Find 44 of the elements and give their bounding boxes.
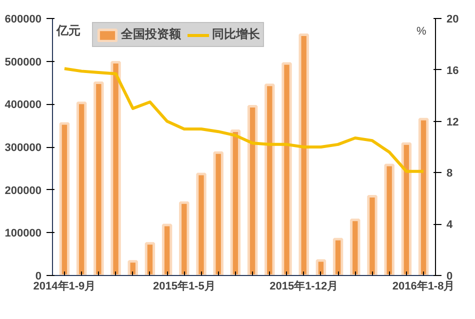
y2-tick-label: 16 (446, 64, 459, 77)
y-tick-label: 400000 (4, 99, 42, 112)
bar (196, 172, 206, 276)
legend-label: 同比增长 (212, 26, 260, 43)
bar (298, 34, 309, 276)
bar (76, 102, 87, 276)
y2-tick-label: 20 (446, 14, 459, 26)
y2-tick-label: 0 (446, 270, 453, 282)
y2-tick-label: 8 (446, 168, 453, 180)
bar (144, 242, 156, 276)
y-axis-title: 亿元 (56, 24, 80, 38)
bar (350, 218, 360, 276)
bar (94, 82, 104, 276)
y-tick-label: 0 (35, 270, 42, 282)
bar (367, 195, 378, 276)
y2-axis-title: % (416, 26, 426, 38)
x-tick-label: 2015年1-12月 (270, 280, 338, 292)
bar (179, 201, 190, 276)
bar (110, 60, 121, 276)
x-tick-label: 2014年1-9月 (33, 280, 96, 292)
bar (59, 122, 70, 276)
bar (264, 84, 275, 276)
bar (282, 62, 292, 276)
x-tick-label: 2016年1-8月 (392, 280, 455, 292)
bar (162, 224, 172, 276)
x-tick-label: 2015年1-5月 (152, 280, 216, 292)
y-tick-label: 100000 (4, 228, 42, 240)
bar (247, 105, 258, 276)
bar (128, 260, 138, 276)
bar (384, 164, 394, 276)
bar (401, 142, 412, 276)
bar (213, 151, 224, 276)
line-series (62, 67, 426, 173)
y-tick-label: 500000 (4, 56, 42, 68)
y2-tick-label: 12 (446, 116, 459, 128)
bar (230, 129, 241, 276)
y2-tick-label: 4 (446, 219, 454, 232)
bar (316, 259, 326, 276)
legend-label: 全国投资额 (121, 26, 181, 43)
y-tick-label: 600000 (4, 14, 42, 26)
y-tick-label: 300000 (4, 142, 42, 154)
bar (418, 118, 429, 276)
bar (332, 238, 344, 276)
y-tick-label: 200000 (4, 184, 42, 197)
